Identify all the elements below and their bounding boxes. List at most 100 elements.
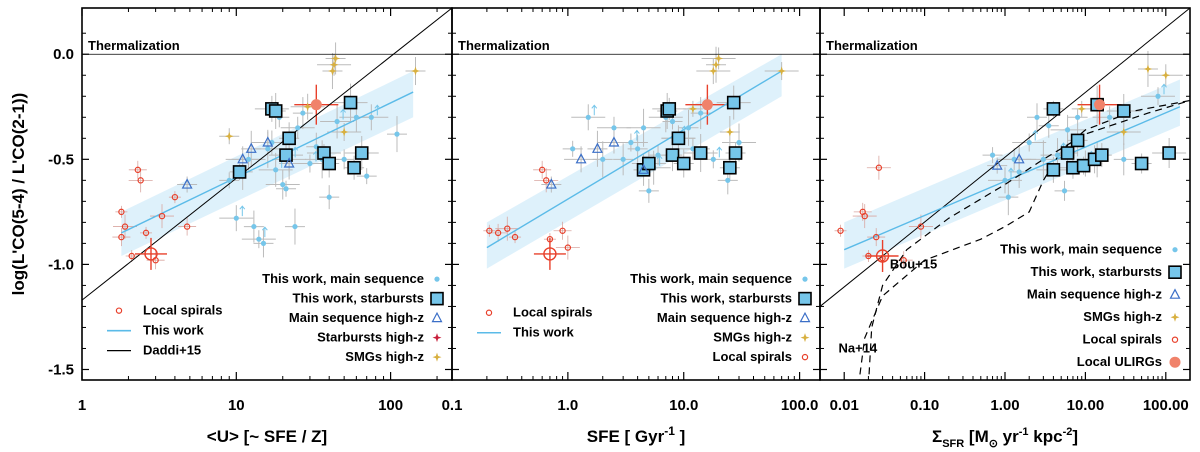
data-point-box [665, 148, 680, 162]
legend-marker [432, 333, 442, 343]
data-point-box [671, 131, 686, 146]
data-point-dot [283, 186, 289, 192]
legend-label: This work, starbursts [661, 291, 792, 306]
local-spiral-mean [875, 249, 890, 263]
data-point-dot [394, 131, 400, 137]
data-point-dot [226, 177, 232, 183]
data-point-ocircle [511, 233, 519, 241]
y-axis-title-text: log(L'CO(5-4) / L'CO(2-1)) [9, 93, 28, 296]
data-point-dot [334, 118, 340, 125]
data-point-ocircle [171, 193, 179, 201]
data-point-star [708, 66, 718, 76]
fit-confidence-band [844, 79, 1180, 269]
data-point-ocircle [183, 223, 191, 230]
data-point-tri [237, 153, 249, 164]
thermalization-label: Thermalization [826, 38, 918, 53]
legend-label: This work, starbursts [293, 291, 424, 306]
data-point-dot [300, 110, 306, 116]
data-point-box [693, 146, 708, 160]
reference-line [820, 8, 1190, 307]
plot-area [820, 8, 1190, 380]
data-point-star [714, 53, 724, 63]
data-point-dot [273, 167, 279, 173]
local-spiral-mean [144, 247, 158, 261]
legend-label: This work [143, 323, 204, 338]
x-axis-title-yr: yr [998, 427, 1019, 446]
data-point-tri [245, 142, 257, 153]
data-point-star [725, 127, 735, 137]
data-point-box [347, 160, 361, 175]
y-tick-label: -1.0 [48, 256, 74, 273]
legend-label: Main sequence high-z [289, 310, 425, 325]
limit-arrow [374, 104, 381, 116]
data-point-dot [1155, 93, 1161, 99]
data-point-dot [326, 194, 332, 200]
data-point-bigdot [701, 99, 713, 111]
limit-arrow [340, 108, 346, 120]
data-point-dot [1107, 114, 1113, 120]
data-point-ocircle [121, 223, 129, 230]
data-point-star [303, 102, 313, 112]
legend-label: Local spirals [143, 303, 222, 318]
limit-arrow [261, 226, 268, 238]
data-point-dot [1002, 177, 1008, 183]
data-point-dot [585, 114, 591, 120]
legend-marker [485, 309, 493, 316]
data-point-box [1116, 104, 1131, 118]
data-point-tri [608, 136, 620, 147]
data-point-ocircle [875, 164, 883, 171]
daddi15-line [82, 8, 452, 301]
data-point-ocircle [137, 177, 144, 184]
data-point-ocircle [134, 166, 142, 174]
legend-label: This work, main sequence [1000, 242, 1162, 257]
data-point-dot [646, 188, 652, 194]
data-point-box [1070, 133, 1085, 148]
legend-label: Main sequence high-z [1027, 287, 1163, 302]
x-tick-label: 1.0 [557, 397, 578, 414]
data-point-dot [725, 177, 731, 183]
legend-label: This work, starbursts [1031, 264, 1162, 279]
data-point-ocircle [142, 229, 150, 237]
data-point-ocircle [542, 177, 550, 184]
data-point-star [224, 131, 234, 141]
na14-model-curve [858, 99, 1190, 380]
this-work-fit-line [121, 91, 414, 234]
data-point-dot [1046, 123, 1052, 129]
x-tick-label: 100.00 [1143, 397, 1189, 414]
x-axis-title-main: SFE [ Gyr [587, 427, 665, 446]
data-point-ocircle [118, 208, 125, 216]
data-point-ocircle [917, 223, 925, 230]
data-point-tri [575, 153, 587, 164]
legend-label: This work [513, 325, 574, 340]
data-point-bigdot [1094, 99, 1106, 111]
data-point-dot [295, 125, 301, 131]
data-point-tri [991, 159, 1003, 170]
x-axis-title-end: ] [675, 427, 685, 446]
x-axis-title: SFE [ Gyr-1 ] [587, 424, 686, 446]
data-point-dot [341, 156, 347, 162]
data-point-dot [265, 146, 271, 152]
legend-label: Starbursts high-z [317, 330, 424, 345]
x-tick-label: 10 [228, 397, 245, 414]
x-axis-title: ΣSFR [M⊙ yr-1 kpc-2] [932, 426, 1078, 450]
x-tick-label: 10.00 [1067, 397, 1105, 414]
data-point-dot [628, 139, 634, 146]
data-point-dot [353, 114, 359, 120]
x-axis-title-close: ] [1072, 427, 1078, 446]
legend-marker [1169, 356, 1181, 368]
x-tick-label: 0.01 [830, 397, 859, 414]
limit-arrow [1008, 167, 1014, 179]
data-point-star [327, 66, 337, 76]
plot-area [452, 46, 820, 270]
data-point-star [1077, 104, 1087, 114]
data-point-dot [1026, 139, 1032, 146]
legend-marker [802, 276, 808, 282]
x-tick-label: 0.10 [910, 397, 939, 414]
data-point-dot [364, 173, 370, 179]
data-point-box [642, 156, 656, 171]
data-point-tri [181, 178, 193, 189]
data-point-star [711, 60, 721, 70]
data-point-dot [570, 146, 576, 152]
data-point-dot [1034, 114, 1040, 120]
